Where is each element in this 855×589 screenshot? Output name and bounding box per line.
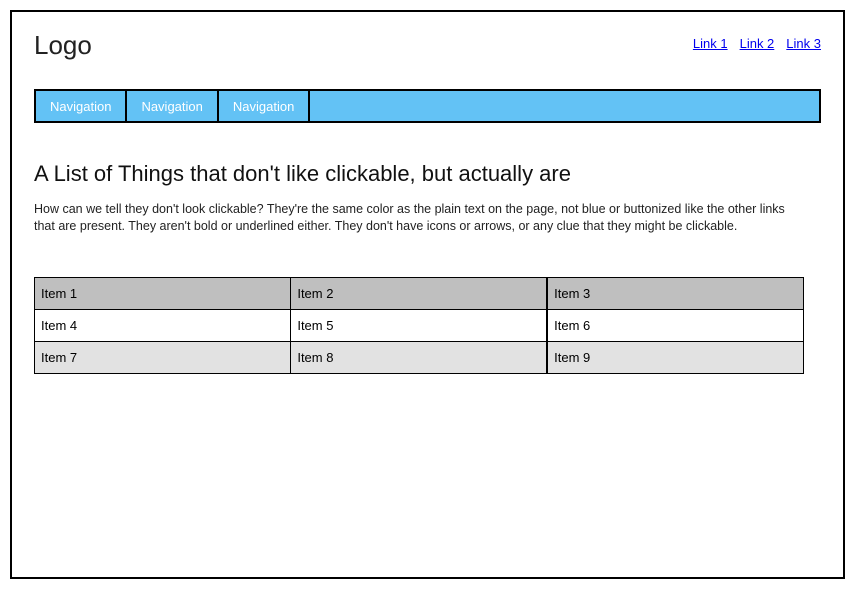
grid-item[interactable]: Item 4 — [35, 309, 291, 341]
grid-item[interactable]: Item 9 — [547, 341, 803, 373]
top-link-2[interactable]: Link 2 — [740, 36, 775, 51]
grid-item[interactable]: Item 3 — [547, 277, 803, 309]
grid-item[interactable]: Item 2 — [291, 277, 547, 309]
nav-tab-3[interactable]: Navigation — [219, 91, 310, 121]
nav-tab-2[interactable]: Navigation — [127, 91, 218, 121]
grid-item[interactable]: Item 5 — [291, 309, 547, 341]
grid-row: Item 7 Item 8 Item 9 — [35, 341, 804, 373]
grid-item[interactable]: Item 1 — [35, 277, 291, 309]
page-heading: A List of Things that don't like clickab… — [34, 161, 821, 187]
top-link-1[interactable]: Link 1 — [693, 36, 728, 51]
grid-row: Item 1 Item 2 Item 3 — [35, 277, 804, 309]
top-link-3[interactable]: Link 3 — [786, 36, 821, 51]
nav-tab-1[interactable]: Navigation — [36, 91, 127, 121]
grid-row: Item 4 Item 5 Item 6 — [35, 309, 804, 341]
nav-bar: Navigation Navigation Navigation — [34, 89, 821, 123]
header: Logo Link 1 Link 2 Link 3 — [34, 30, 821, 61]
grid-item[interactable]: Item 7 — [35, 341, 291, 373]
logo: Logo — [34, 30, 92, 61]
page-frame: Logo Link 1 Link 2 Link 3 Navigation Nav… — [10, 10, 845, 579]
items-grid: Item 1 Item 2 Item 3 Item 4 Item 5 Item … — [34, 277, 804, 374]
top-links: Link 1 Link 2 Link 3 — [693, 36, 821, 51]
grid-item[interactable]: Item 6 — [547, 309, 803, 341]
page-body-text: How can we tell they don't look clickabl… — [34, 201, 804, 235]
grid-item[interactable]: Item 8 — [291, 341, 547, 373]
